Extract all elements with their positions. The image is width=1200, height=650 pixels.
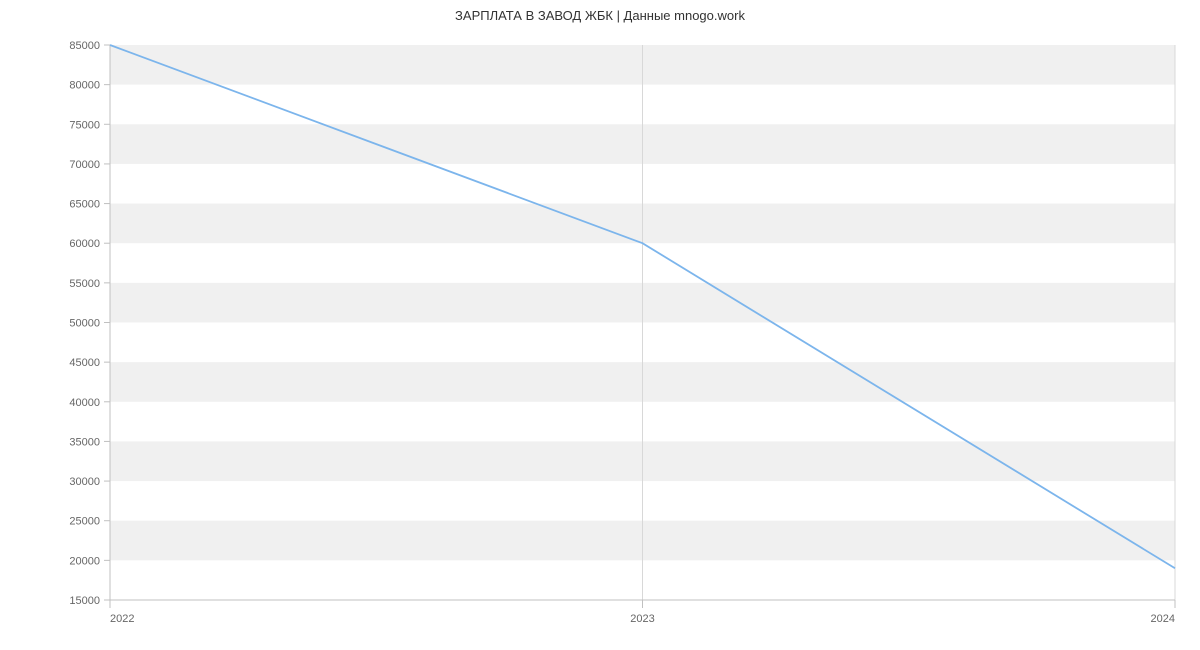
x-tick-label: 2024 bbox=[1151, 613, 1175, 625]
y-tick-label: 50000 bbox=[69, 318, 100, 330]
y-tick-label: 70000 bbox=[69, 159, 100, 171]
y-tick-label: 85000 bbox=[69, 40, 100, 52]
y-tick-label: 30000 bbox=[69, 476, 100, 488]
y-tick-label: 45000 bbox=[69, 357, 100, 369]
x-tick-label: 2022 bbox=[110, 613, 134, 625]
chart-canvas: 15000 20000 25000 30000 35000 40000 45000 50000… bbox=[0, 0, 1200, 650]
y-tick-label: 20000 bbox=[69, 555, 100, 567]
y-tick-label: 75000 bbox=[69, 119, 100, 131]
x-tick-label: 2023 bbox=[630, 613, 654, 625]
salary-chart: ЗАРПЛАТА В ЗАВОД ЖБК | Данные mnogo.work… bbox=[0, 0, 1200, 650]
y-tick-label: 40000 bbox=[69, 397, 100, 409]
y-tick-label: 60000 bbox=[69, 238, 100, 250]
y-tick-label: 25000 bbox=[69, 516, 100, 528]
y-tick-label: 15000 bbox=[69, 595, 100, 607]
y-tick-label: 35000 bbox=[69, 436, 100, 448]
chart-title: ЗАРПЛАТА В ЗАВОД ЖБК | Данные mnogo.work bbox=[0, 8, 1200, 23]
y-tick-label: 65000 bbox=[69, 199, 100, 211]
y-tick-label: 80000 bbox=[69, 80, 100, 92]
y-tick-label: 55000 bbox=[69, 278, 100, 290]
